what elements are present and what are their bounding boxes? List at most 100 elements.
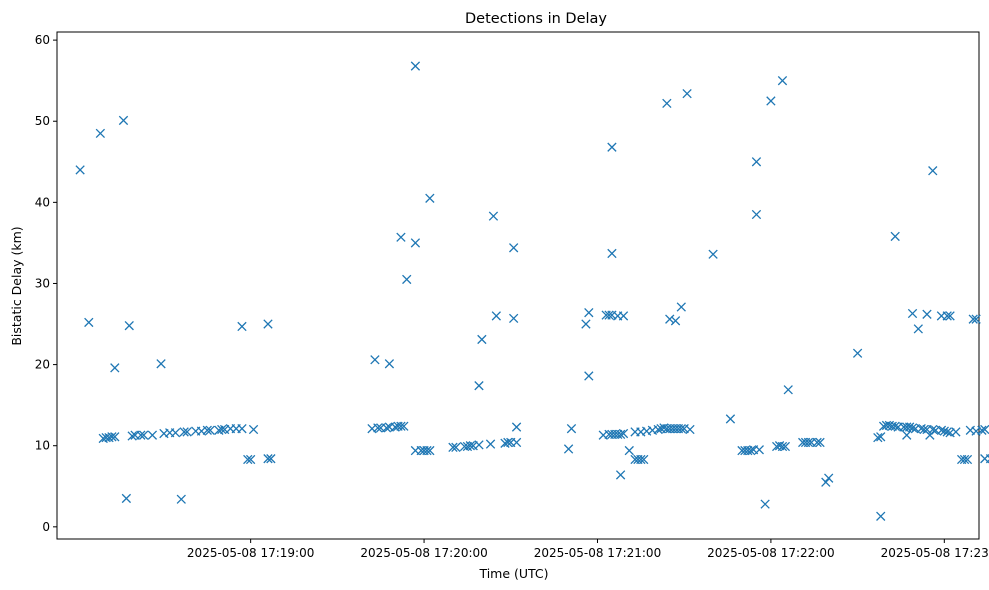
scatter-point [176,494,186,504]
scatter-point [890,231,900,242]
scatter-point [127,431,137,441]
scatter-point [477,334,487,345]
scatter-point [942,427,952,437]
scatter-point [676,424,686,434]
scatter-point [465,441,475,451]
plot-frame [56,31,980,540]
scatter-point [170,428,181,438]
y-tick-label: 40 [35,195,50,209]
scatter-point [760,499,770,509]
scatter-point [751,157,762,167]
scatter-point [266,454,276,464]
scatter-point [812,437,822,448]
scatter-point [384,359,395,369]
scatter-point [780,441,791,452]
scatter-point [448,442,458,452]
scatter-point [766,96,776,106]
scatter-point [75,165,85,175]
scatter-point [425,445,435,456]
chart-title: Detections in Delay [465,11,607,27]
scatter-point [936,425,947,435]
x-tick-label: 2025-05-08 17:19:00 [187,546,314,560]
scatter-point [939,426,949,436]
scatter-point [581,319,591,329]
scatter-point [396,232,406,242]
scatter-point [980,424,989,435]
scatter-point [121,493,132,504]
scatter-point [491,311,501,321]
scatter-point [942,311,952,321]
scatter-point [618,311,629,321]
scatter-point [670,316,681,326]
scatter-point [410,238,421,248]
scatter-point [370,355,380,365]
scatter-point [876,511,886,521]
scatter-point [263,319,273,329]
scatter-point [509,243,519,253]
scatter-point [584,308,594,318]
scatter-point [803,437,814,448]
scatter-point [618,428,629,439]
scatter-point [904,422,915,432]
scatter-point [824,473,834,483]
scatter-point [746,445,756,456]
x-tick-label: 2025-05-08 17:21:00 [534,546,661,560]
scatter-point [503,437,513,448]
scatter-point [907,308,918,319]
scatter-point [243,454,253,465]
x-tick-label: 2025-05-08 17:23:00 [881,546,989,560]
scatter-point [147,430,158,440]
scatter-point [873,432,883,443]
y-tick-label: 20 [35,358,50,372]
scatter-marks [75,61,989,521]
scatter-point [913,324,923,334]
scatter-point [237,424,247,434]
scatter-point [248,424,259,435]
scatter-point [511,437,522,448]
scatter-point [665,314,675,324]
scatter-point [751,209,762,220]
scatter-point [985,454,989,464]
scatter-point [205,425,215,435]
scatter-point [118,115,129,126]
scatter-point [928,166,938,176]
scatter-point [373,423,383,433]
scatter-point [402,274,412,285]
scatter-point [890,421,900,431]
scatter-point [124,320,134,331]
scatter-point [607,142,617,152]
scatter-point [156,359,166,369]
scatter-point [907,423,918,433]
x-tick-label: 2025-05-08 17:22:00 [707,546,834,560]
scatter-point [876,432,886,442]
scatter-point [237,321,247,332]
x-axis-ticks: 2025-05-08 17:19:00 2025-05-08 17:20:00 20… [187,539,989,560]
scatter-point [179,427,189,437]
scatter-point [783,385,793,395]
y-tick-label: 50 [35,114,50,128]
scatter-point [396,421,406,431]
y-axis-label: Bistatic Delay (km) [9,226,24,345]
scatter-point [662,98,672,109]
scatter-point [962,454,973,465]
scatter-point [136,430,146,440]
scatter-point [951,427,961,437]
scatter-point [624,445,634,456]
plot-area: 2025-05-08 17:19:00 2025-05-08 17:20:00 20… [35,31,989,560]
scatter-point [451,442,461,452]
x-axis-label: Time (UTC) [478,566,548,581]
scatter-point [815,437,825,448]
scatter-point [682,88,692,99]
scatter-point [777,441,788,452]
scatter-point [139,430,149,440]
scatter-point [607,248,617,259]
scatter-point [511,422,522,432]
y-tick-label: 60 [35,33,50,47]
scatter-point [381,423,392,433]
scatter-point [708,249,718,259]
scatter-point [263,454,273,464]
scatter-point [902,430,912,440]
scatter-point [488,211,499,221]
scatter-point [604,310,614,320]
